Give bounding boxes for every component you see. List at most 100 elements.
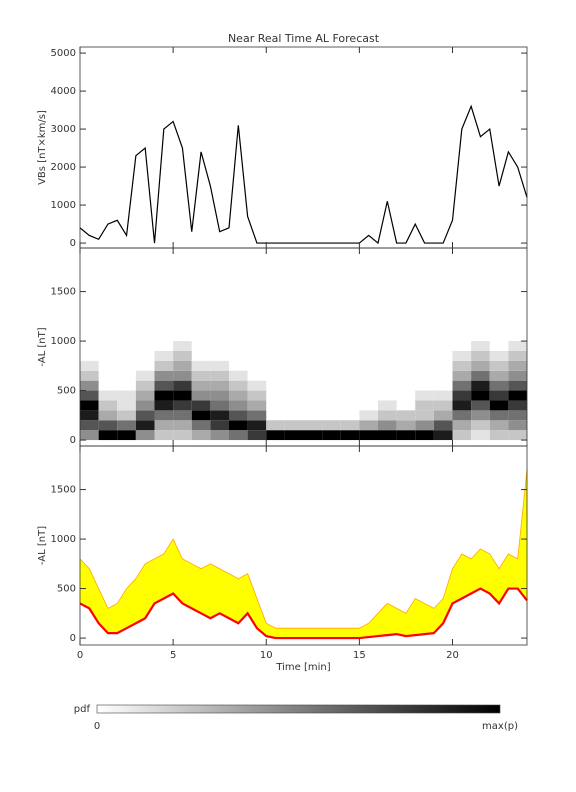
- colorbar-max: max(p): [482, 721, 518, 732]
- density-cell: [154, 410, 174, 421]
- density-cell: [154, 370, 174, 381]
- density-cell: [229, 430, 248, 441]
- density-cell: [135, 420, 155, 431]
- density-cell: [173, 420, 192, 431]
- axes-frame: [79, 445, 528, 646]
- density-cell: [80, 410, 99, 421]
- density-cell: [154, 390, 174, 401]
- x-tick-label: 5: [170, 650, 176, 661]
- y-tick-label: 500: [57, 386, 76, 397]
- density-cell: [191, 380, 211, 391]
- density-cell: [154, 430, 174, 441]
- density-cell: [154, 350, 174, 361]
- density-cell: [210, 430, 229, 441]
- density-cell: [396, 410, 416, 421]
- density-cell: [229, 420, 248, 431]
- density-cell: [247, 390, 267, 401]
- chart-title: Near Real Time AL Forecast: [228, 32, 380, 45]
- density-cell: [135, 370, 155, 381]
- density-cell: [135, 410, 155, 421]
- density-cell: [266, 420, 285, 431]
- density-cell: [471, 400, 490, 411]
- y-tick-label: 0: [70, 435, 76, 446]
- density-cell: [452, 430, 472, 441]
- density-cell: [210, 360, 229, 371]
- density-cell: [508, 410, 527, 421]
- density-cell: [452, 370, 472, 381]
- y-tick-label: 1500: [51, 287, 76, 298]
- density-cell: [117, 410, 136, 421]
- density-cell: [508, 430, 527, 441]
- density-cell: [322, 430, 341, 441]
- density-cell: [135, 400, 155, 411]
- density-cell: [433, 390, 453, 401]
- density-cell: [80, 400, 99, 411]
- x-tick-label: 20: [446, 650, 459, 661]
- density-cell: [135, 430, 155, 441]
- density-cell: [508, 400, 527, 411]
- colorbar-min: 0: [94, 721, 100, 732]
- density-cell: [173, 410, 192, 421]
- density-cell: [433, 420, 453, 431]
- density-cell: [247, 410, 267, 421]
- density-cell: [508, 370, 527, 381]
- density-cell: [173, 400, 192, 411]
- density-cell: [191, 420, 211, 431]
- density-cell: [471, 370, 490, 381]
- density-cell: [80, 360, 99, 371]
- density-cell: [98, 430, 118, 441]
- density-cell: [247, 380, 267, 391]
- density-cell: [508, 420, 527, 431]
- density-cell: [173, 341, 192, 351]
- y-tick-label: 1000: [51, 534, 76, 545]
- x-tick-label: 10: [260, 650, 273, 661]
- density-cell: [340, 420, 360, 431]
- y-tick-label: 4000: [51, 86, 76, 97]
- density-cell: [191, 400, 211, 411]
- density-cell: [117, 420, 136, 431]
- density-cell: [80, 380, 99, 391]
- density-cell: [415, 400, 434, 411]
- density-cell: [471, 360, 490, 371]
- density-cell: [471, 430, 490, 441]
- density-cell: [191, 430, 211, 441]
- density-cell: [489, 360, 509, 371]
- x-tick-label: 0: [77, 650, 83, 661]
- density-cell: [359, 410, 378, 421]
- density-cell: [229, 410, 248, 421]
- density-cell: [191, 370, 211, 381]
- density-cell: [173, 360, 192, 371]
- density-cell: [135, 380, 155, 391]
- y-tick-label: 0: [70, 633, 76, 644]
- density-cell: [98, 390, 118, 401]
- density-cell: [173, 430, 192, 441]
- density-cell: [303, 420, 323, 431]
- density-cell: [489, 410, 509, 421]
- y-axis-label: -AL [nT]: [37, 526, 48, 565]
- density-cell: [340, 430, 360, 441]
- density-cell: [229, 390, 248, 401]
- density-cell: [415, 410, 434, 421]
- density-cell: [247, 400, 267, 411]
- density-cell: [396, 430, 416, 441]
- y-tick-label: 500: [57, 584, 76, 595]
- y-tick-label: 1500: [51, 485, 76, 496]
- density-cell: [452, 350, 472, 361]
- density-cell: [452, 390, 472, 401]
- density-cell: [508, 360, 527, 371]
- density-cell: [359, 430, 378, 441]
- density-cell: [415, 420, 434, 431]
- y-axis-label: VBs [nT×km/s]: [37, 110, 48, 185]
- density-cell: [80, 420, 99, 431]
- density-cell: [433, 430, 453, 441]
- density-cell: [508, 380, 527, 391]
- median-line: [79, 587, 528, 640]
- density-cell: [210, 400, 229, 411]
- density-cell: [489, 400, 509, 411]
- density-cell: [433, 410, 453, 421]
- density-cell: [489, 430, 509, 441]
- y-tick-label: 2000: [51, 162, 76, 173]
- density-cell: [378, 430, 397, 441]
- density-cell: [210, 390, 229, 401]
